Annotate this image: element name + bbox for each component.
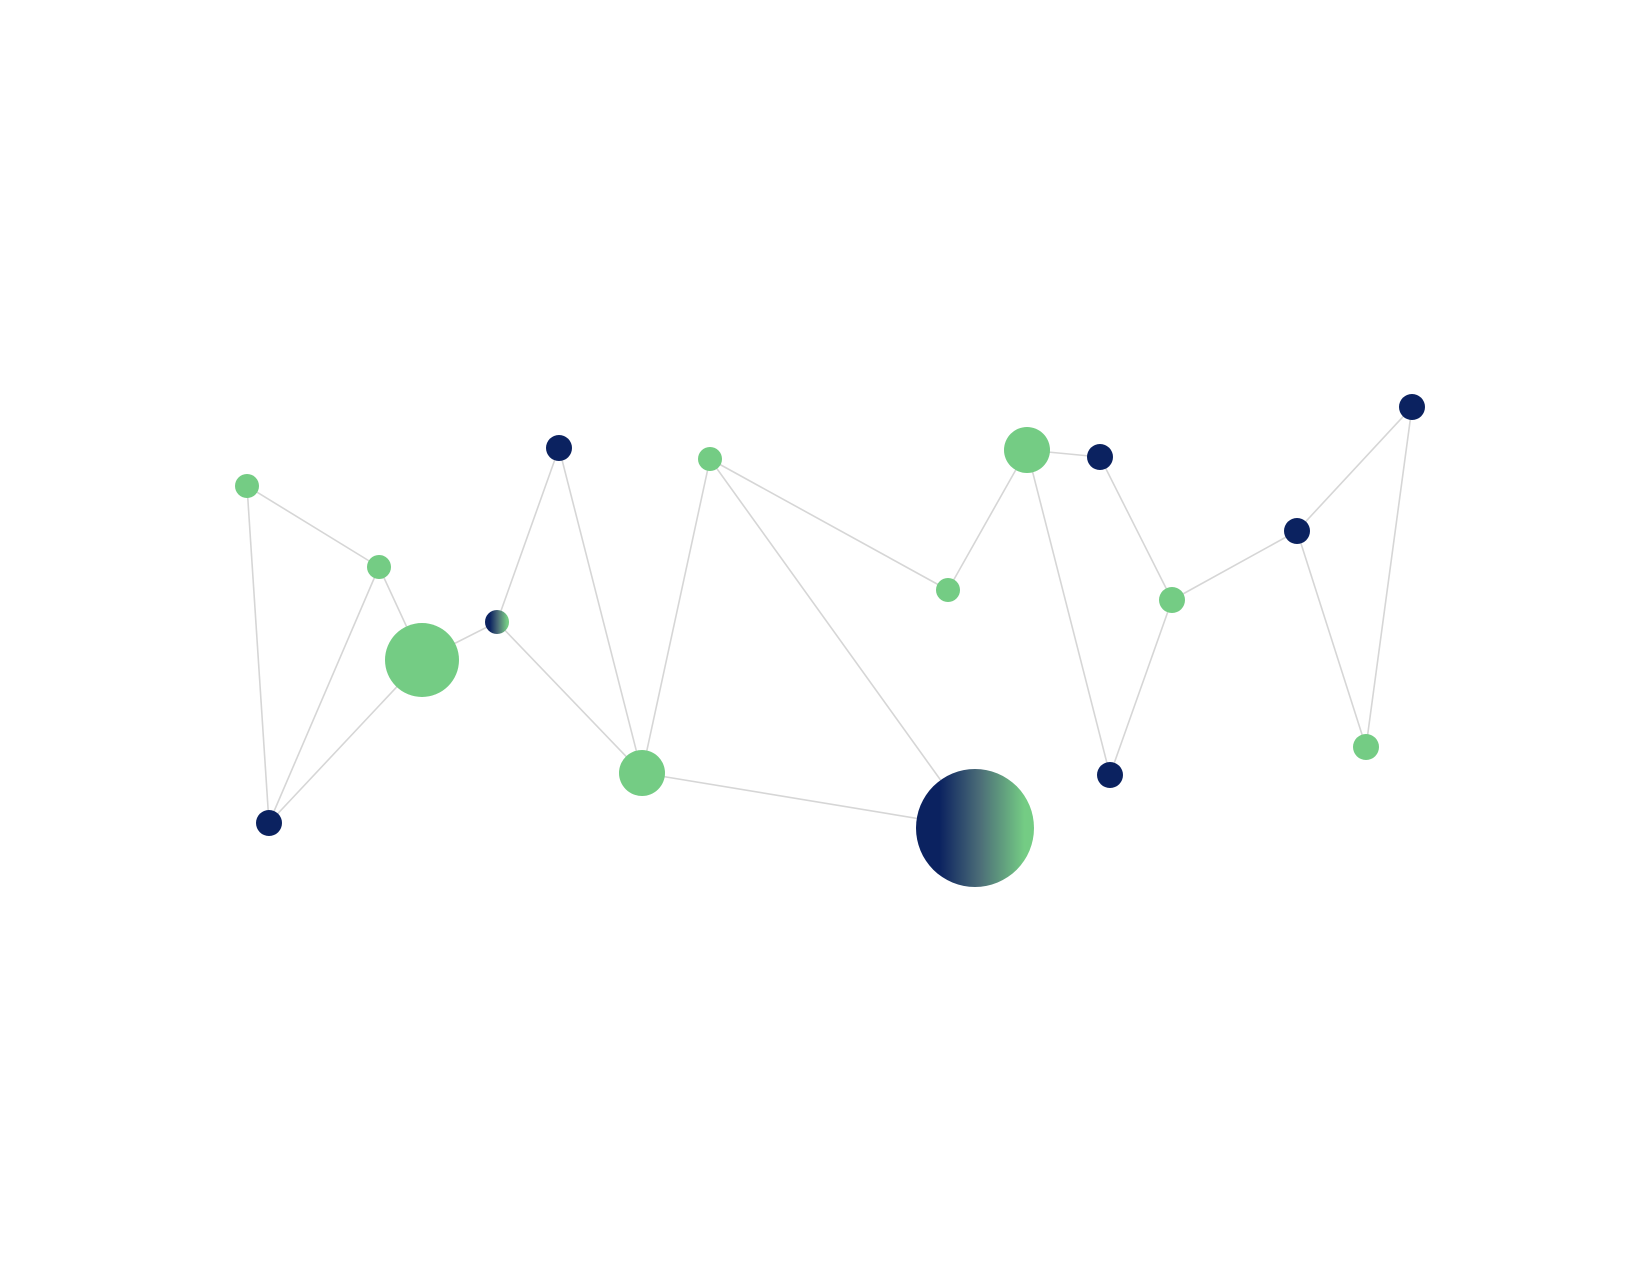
node-n7 xyxy=(619,750,665,796)
edge-n7-n8 xyxy=(641,458,711,774)
node-n11 xyxy=(1004,427,1050,473)
edge-n1-n4 xyxy=(246,485,270,824)
edge-n11-n14 xyxy=(1026,449,1111,776)
edge-n3-n4 xyxy=(268,659,423,824)
edge-n5-n7 xyxy=(496,621,643,774)
edge-n13-n14 xyxy=(1109,599,1173,776)
node-n3 xyxy=(385,623,459,697)
node-n16 xyxy=(1399,394,1425,420)
node-n10 xyxy=(916,769,1034,887)
node-n5 xyxy=(485,610,509,634)
node-n1 xyxy=(235,474,259,498)
edge-n5-n6 xyxy=(496,447,560,623)
edge-n1-n2 xyxy=(246,485,380,568)
node-n6 xyxy=(546,435,572,461)
node-n13 xyxy=(1159,587,1185,613)
node-n2 xyxy=(367,555,391,579)
edge-n9-n11 xyxy=(947,449,1028,591)
edge-n8-n9 xyxy=(709,458,949,591)
edge-n15-n17 xyxy=(1296,530,1367,748)
node-layer xyxy=(235,394,1425,887)
edge-n8-n10 xyxy=(709,458,976,829)
edge-n15-n16 xyxy=(1296,406,1413,532)
edge-n12-n13 xyxy=(1099,456,1173,601)
edge-n2-n4 xyxy=(268,566,380,824)
node-n9 xyxy=(936,578,960,602)
node-n8 xyxy=(698,447,722,471)
node-n17 xyxy=(1353,734,1379,760)
edge-n6-n7 xyxy=(558,447,643,774)
node-n12 xyxy=(1087,444,1113,470)
node-n15 xyxy=(1284,518,1310,544)
edge-n16-n17 xyxy=(1365,406,1413,748)
node-n14 xyxy=(1097,762,1123,788)
edge-n13-n15 xyxy=(1171,530,1298,601)
node-n4 xyxy=(256,810,282,836)
edge-layer xyxy=(246,406,1413,829)
